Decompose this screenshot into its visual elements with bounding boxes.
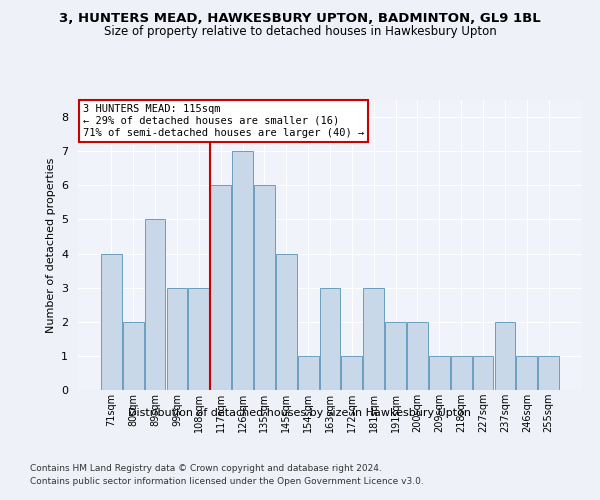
Text: Size of property relative to detached houses in Hawkesbury Upton: Size of property relative to detached ho… — [104, 25, 496, 38]
Bar — [232, 151, 253, 390]
Bar — [210, 186, 231, 390]
Bar — [254, 186, 275, 390]
Bar — [341, 356, 362, 390]
Bar — [167, 288, 187, 390]
Bar — [320, 288, 340, 390]
Bar — [145, 220, 166, 390]
Bar — [364, 288, 384, 390]
Bar — [538, 356, 559, 390]
Bar — [473, 356, 493, 390]
Text: 3, HUNTERS MEAD, HAWKESBURY UPTON, BADMINTON, GL9 1BL: 3, HUNTERS MEAD, HAWKESBURY UPTON, BADMI… — [59, 12, 541, 26]
Text: Distribution of detached houses by size in Hawkesbury Upton: Distribution of detached houses by size … — [128, 408, 472, 418]
Bar — [451, 356, 472, 390]
Bar — [385, 322, 406, 390]
Text: Contains public sector information licensed under the Open Government Licence v3: Contains public sector information licen… — [30, 478, 424, 486]
Bar — [101, 254, 122, 390]
Text: Contains HM Land Registry data © Crown copyright and database right 2024.: Contains HM Land Registry data © Crown c… — [30, 464, 382, 473]
Bar — [429, 356, 450, 390]
Bar — [276, 254, 296, 390]
Bar — [298, 356, 319, 390]
Bar — [188, 288, 209, 390]
Bar — [407, 322, 428, 390]
Bar — [123, 322, 143, 390]
Text: 3 HUNTERS MEAD: 115sqm
← 29% of detached houses are smaller (16)
71% of semi-det: 3 HUNTERS MEAD: 115sqm ← 29% of detached… — [83, 104, 364, 138]
Y-axis label: Number of detached properties: Number of detached properties — [46, 158, 56, 332]
Bar — [494, 322, 515, 390]
Bar — [517, 356, 537, 390]
